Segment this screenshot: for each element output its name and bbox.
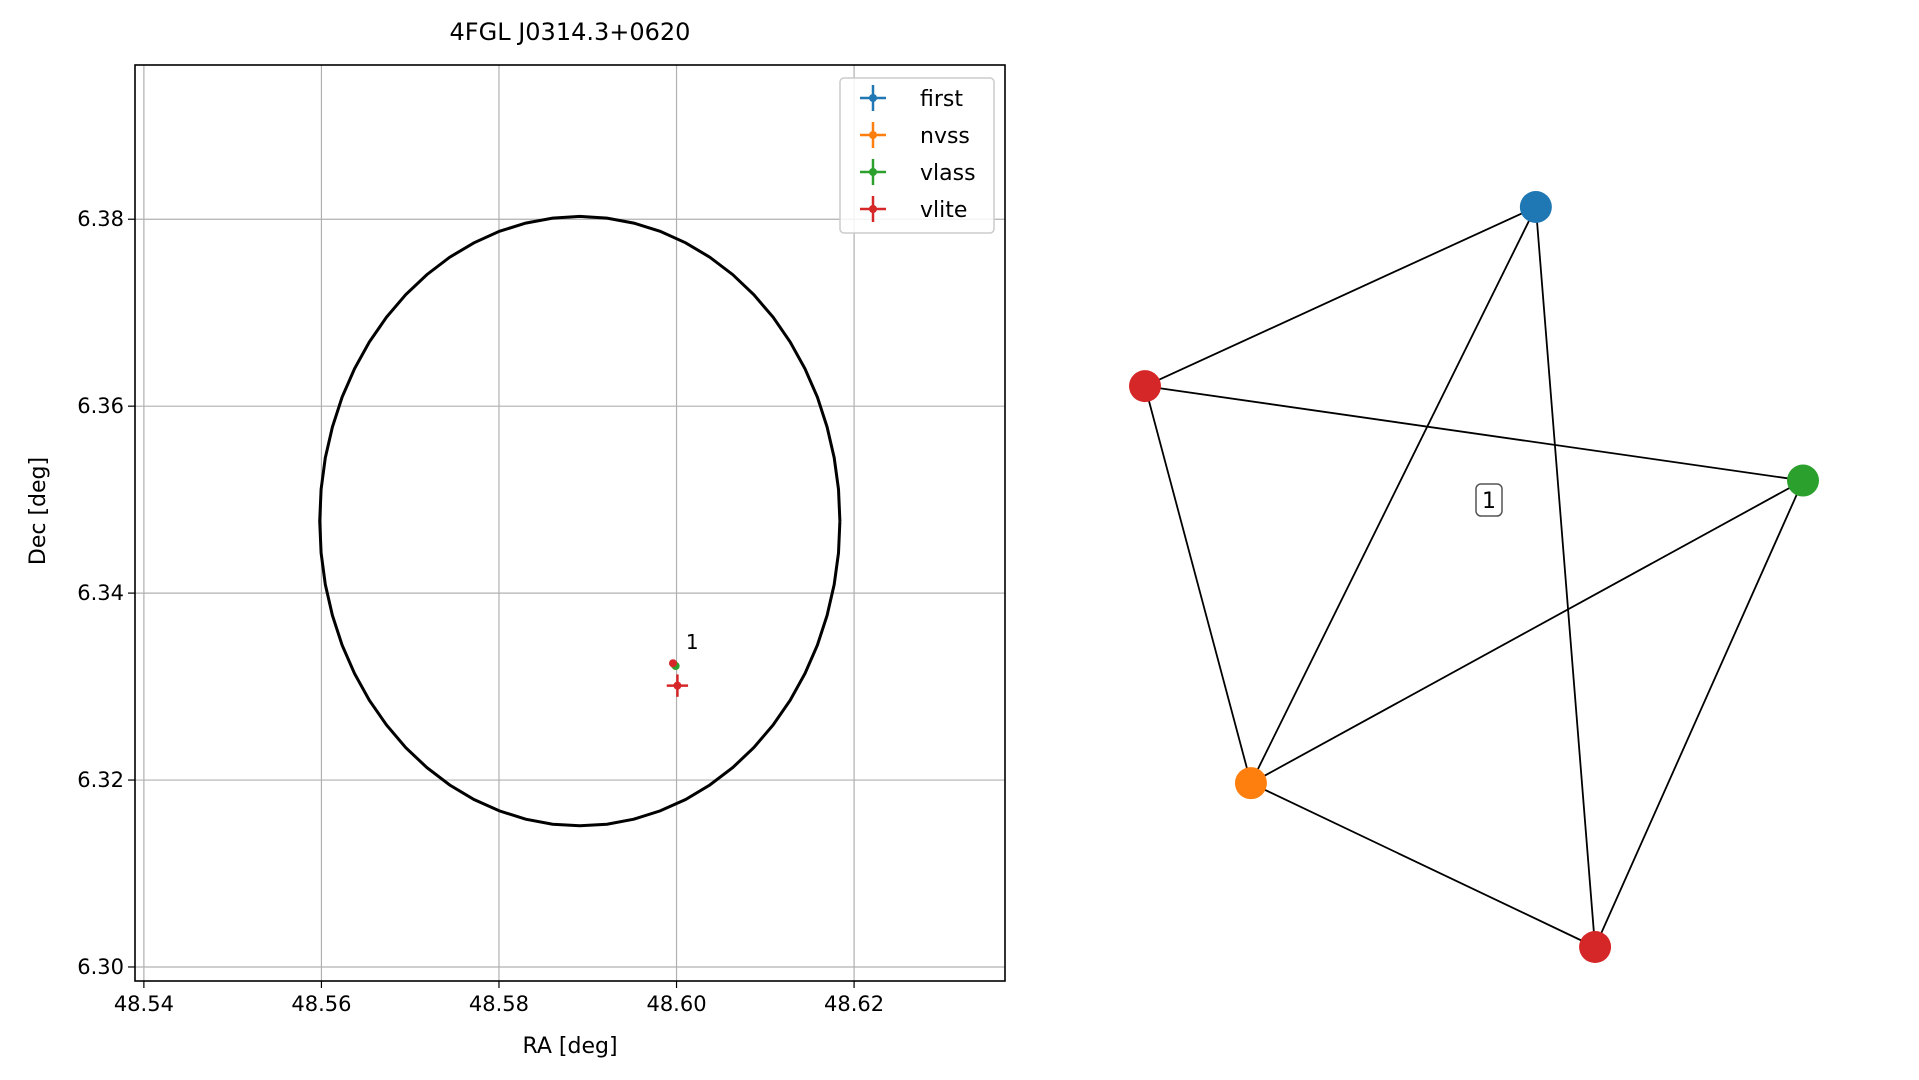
chart-title: 4FGL J0314.3+0620 bbox=[450, 18, 691, 46]
x-tick-label: 48.60 bbox=[646, 992, 706, 1016]
y-tick-label: 6.32 bbox=[77, 768, 124, 792]
legend-marker-dot bbox=[869, 205, 877, 213]
legend-label: vlass bbox=[920, 161, 976, 186]
axis-ticks: 48.54 48.56 48.58 48.60 48.62 6.30 6.32 6.34 6.3… bbox=[77, 207, 884, 1016]
legend-frame bbox=[839, 77, 995, 234]
x-tick-label: 48.58 bbox=[469, 992, 529, 1016]
ellipse-outline bbox=[318, 214, 842, 828]
network-edge bbox=[1144, 385, 1804, 482]
network-node-first bbox=[1519, 190, 1552, 223]
uncertainty-ellipse bbox=[318, 214, 842, 828]
source-annotation: 1 bbox=[686, 630, 699, 654]
legend: first nvss vlass vlite bbox=[839, 77, 995, 234]
legend-marker-dot bbox=[869, 131, 877, 139]
y-tick-label: 6.38 bbox=[77, 207, 124, 231]
network-node-vlite-b bbox=[1579, 931, 1612, 963]
plot-frame bbox=[134, 64, 1006, 982]
legend-marker-dot bbox=[869, 94, 877, 102]
network-edges bbox=[1144, 206, 1804, 948]
network-edge bbox=[1250, 206, 1537, 784]
network-node-vlite-a bbox=[1129, 370, 1161, 403]
scatter-panel: 4FGL J0314.3+0620 1 48.54 48.56 48.58 48.60… bbox=[26, 18, 1006, 1059]
legend-item-vlass: vlass bbox=[860, 159, 976, 186]
network-panel: 1 bbox=[1129, 190, 1819, 963]
legend-marker-dot bbox=[869, 168, 877, 176]
point-marker bbox=[668, 659, 677, 668]
x-axis-label: RA [deg] bbox=[522, 1034, 617, 1059]
network-node-vlass bbox=[1787, 464, 1819, 497]
network-label: 1 bbox=[1482, 489, 1496, 514]
legend-item-vlite: vlite bbox=[860, 196, 967, 223]
legend-item-nvss: nvss bbox=[860, 122, 970, 149]
network-edge bbox=[1594, 480, 1804, 948]
x-tick-label: 48.62 bbox=[824, 992, 884, 1016]
legend-label: vlite bbox=[920, 198, 967, 223]
network-edge bbox=[1250, 782, 1596, 948]
data-points bbox=[666, 659, 689, 697]
network-nodes bbox=[1129, 190, 1819, 963]
network-edge bbox=[1534, 206, 1596, 948]
network-node-nvss bbox=[1234, 767, 1267, 800]
y-tick-label: 6.34 bbox=[77, 581, 124, 605]
point-marker bbox=[673, 681, 682, 690]
network-label-box bbox=[1475, 483, 1503, 517]
network-edge bbox=[1250, 479, 1804, 784]
y-tick-label: 6.30 bbox=[77, 955, 124, 979]
data-point-vlite bbox=[668, 659, 677, 668]
y-axis-label: Dec [deg] bbox=[26, 457, 51, 565]
network-edge bbox=[1144, 385, 1252, 784]
x-tick-label: 48.56 bbox=[291, 992, 351, 1016]
y-tick-label: 6.36 bbox=[77, 394, 124, 418]
network-edge bbox=[1144, 206, 1537, 387]
legend-label: nvss bbox=[920, 124, 970, 149]
legend-item-first: first bbox=[860, 85, 963, 112]
data-point-vlite bbox=[666, 674, 689, 697]
legend-label: first bbox=[920, 87, 963, 112]
x-tick-label: 48.54 bbox=[114, 992, 174, 1016]
